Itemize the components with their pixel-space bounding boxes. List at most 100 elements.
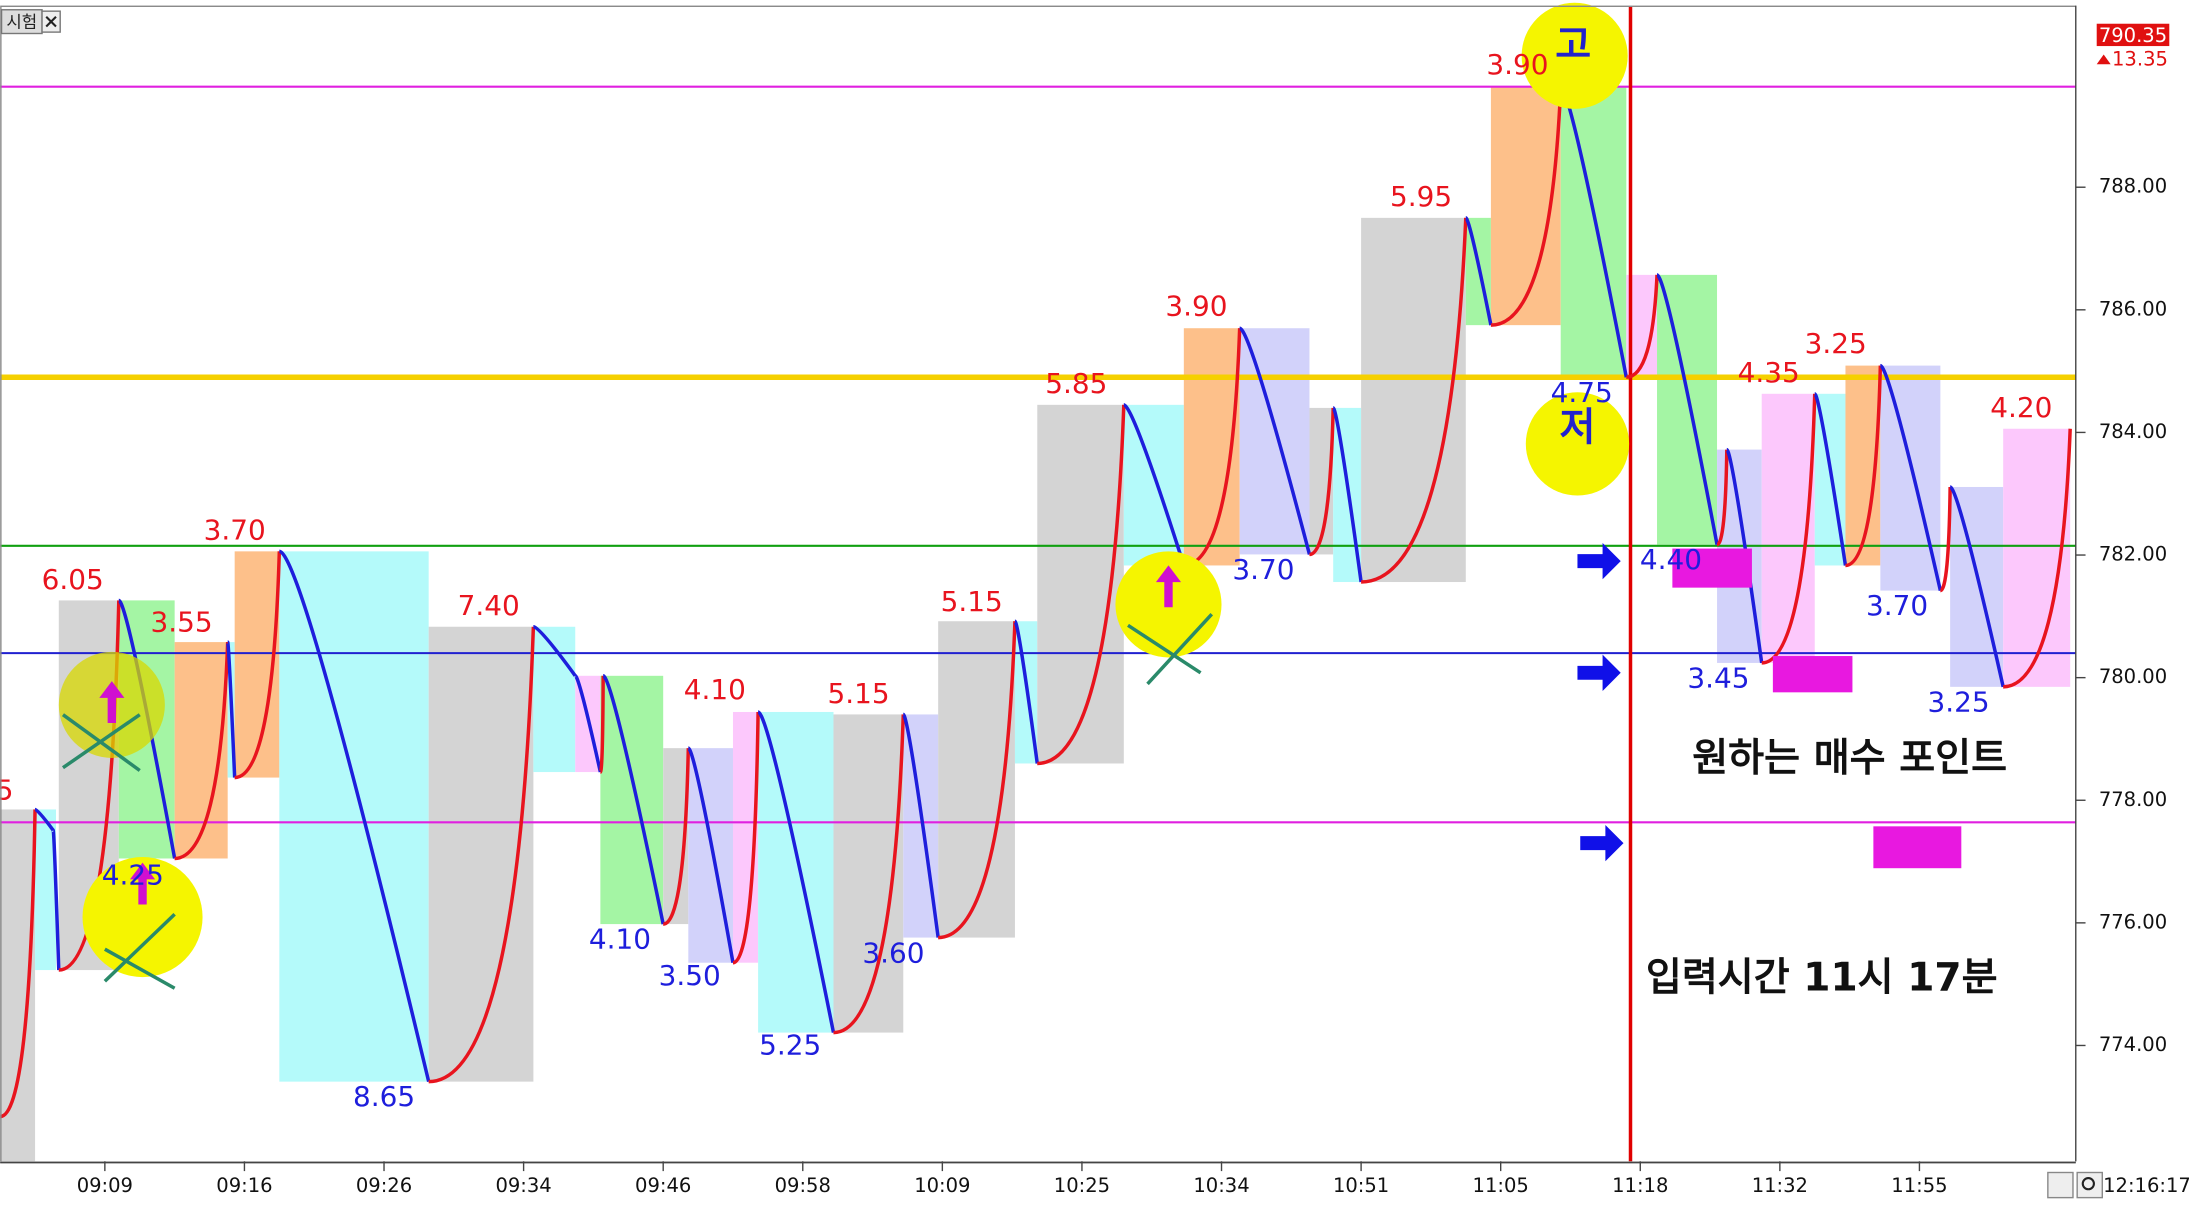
status-icons: 12:16:17 <box>2047 1171 2189 1199</box>
falling-leg <box>1464 216 1493 326</box>
swing-box <box>35 809 56 971</box>
x-tick-label: 10:25 <box>1054 1174 1110 1197</box>
x-tick-label: 09:46 <box>635 1174 691 1197</box>
swing-label: 3.70 <box>1866 589 1928 622</box>
x-tick-label: 09:26 <box>356 1174 412 1197</box>
buy-point-note: 원하는 매수 포인트 <box>1692 736 2007 781</box>
falling-leg <box>686 746 735 964</box>
rising-leg <box>833 714 906 1035</box>
falling-leg <box>757 710 836 1033</box>
swing-label: 4.10 <box>589 923 651 956</box>
marker-circle <box>82 857 203 978</box>
swing-box <box>1309 407 1334 555</box>
zoom-icon <box>2081 1177 2095 1191</box>
y-tick-label: 784.00 <box>2099 420 2167 443</box>
rising-leg <box>938 621 1017 940</box>
falling-leg <box>1725 447 1764 664</box>
rising-leg <box>234 551 282 780</box>
rising-leg <box>1939 486 1952 593</box>
y-tick-label: 778.00 <box>2099 788 2167 811</box>
swing-label: 3.25 <box>1927 685 1989 718</box>
rising-leg <box>0 809 37 1119</box>
swing-label: 8.65 <box>353 1080 415 1113</box>
swing-label: 5.25 <box>759 1029 821 1062</box>
swing-label: 3.70 <box>204 514 266 547</box>
x-tick-label: 09:58 <box>775 1174 831 1197</box>
rising-leg <box>1845 365 1883 568</box>
rising-leg <box>174 642 230 861</box>
x-tick-label: 10:51 <box>1333 1174 1389 1197</box>
clock: 12:16:17 <box>2103 1174 2189 1197</box>
falling-leg <box>225 640 237 778</box>
x-tick-label: 09:16 <box>216 1174 272 1197</box>
y-tick-label: 774.00 <box>2099 1033 2167 1056</box>
swing-label: 4.35 <box>1738 356 1800 389</box>
falling-leg <box>1949 485 2005 688</box>
rising-leg <box>1761 393 1817 665</box>
y-tick-label: 776.00 <box>2099 910 2167 933</box>
falling-leg <box>1122 403 1186 566</box>
swing-label: 3.90 <box>1165 289 1227 322</box>
swing-label: 5.15 <box>941 585 1003 618</box>
y-tick-label: 780.00 <box>2099 665 2167 688</box>
falling-leg <box>901 712 940 938</box>
marker-circle <box>1525 392 1630 496</box>
falling-leg <box>278 549 431 1083</box>
falling-leg <box>602 674 665 925</box>
rising-leg <box>662 748 691 926</box>
swing-label: 3.55 <box>151 606 213 639</box>
falling-leg <box>1331 406 1363 583</box>
price-box: 790.35 13.35 <box>2096 23 2170 71</box>
swing-label: 5.15 <box>828 677 890 710</box>
x-tick-label: 10:09 <box>914 1174 970 1197</box>
swing-label: 4.10 <box>684 673 746 706</box>
x-tick-label: 09:09 <box>77 1174 133 1197</box>
swing-label: 4.75 <box>1551 376 1613 409</box>
y-tick-label: 782.00 <box>2099 543 2167 566</box>
x-tick-label: 11:32 <box>1752 1174 1808 1197</box>
y-tick-label: 786.00 <box>2099 297 2167 320</box>
x-tick-label: 11:05 <box>1473 1174 1529 1197</box>
swing-box <box>428 626 534 1082</box>
rising-leg <box>598 675 605 774</box>
tool-button-label: 시험 <box>6 11 37 31</box>
swing-label: 3.25 <box>1805 327 1867 360</box>
falling-leg <box>532 625 577 677</box>
up-arrows <box>99 565 1182 905</box>
axes: 774.00 776.00 778.00 780.00 782.00 784.00 786.… <box>77 175 2167 1197</box>
y-axis-area <box>2075 0 2189 1206</box>
rising-leg <box>1361 217 1468 584</box>
rising-leg <box>428 626 536 1084</box>
rising-leg <box>2003 428 2072 689</box>
arrows <box>1577 542 1624 862</box>
falling-leg <box>1879 363 1943 591</box>
swing-label: 3.90 <box>1486 48 1548 81</box>
swing-label: 5.85 <box>1045 367 1107 400</box>
low-mark: 저 <box>1559 405 1595 450</box>
levels <box>0 6 2076 1162</box>
high-mark: 고 <box>1555 23 1591 68</box>
input-time-note: 입력시간 11시 17분 <box>1646 955 1998 1000</box>
edit-button[interactable] <box>2047 1171 2074 1199</box>
falling-leg <box>34 807 55 832</box>
rising-leg <box>1309 407 1335 557</box>
swing-label: 6.05 <box>42 563 104 596</box>
swing-box <box>533 626 576 773</box>
swing-label: 3.50 <box>659 959 721 992</box>
current-price: 790.35 <box>2099 24 2167 47</box>
price-tag <box>2096 23 2170 47</box>
swing-label: 4.25 <box>102 858 164 891</box>
swing-label: 4.40 <box>1640 543 1702 576</box>
rising-leg <box>1037 404 1126 766</box>
swing-label: 3.60 <box>862 937 924 970</box>
rising-leg <box>1716 449 1729 547</box>
swing-box <box>1361 217 1466 583</box>
swing-box <box>279 551 429 1082</box>
zoom-button[interactable] <box>2076 1171 2103 1199</box>
rising-leg <box>1626 274 1659 379</box>
rising-leg <box>1490 86 1563 327</box>
annotations: .5 6.05 3.55 3.70 7.40 4.10 5.15 5.15 5.85 3.90 5.… <box>0 48 2052 1113</box>
